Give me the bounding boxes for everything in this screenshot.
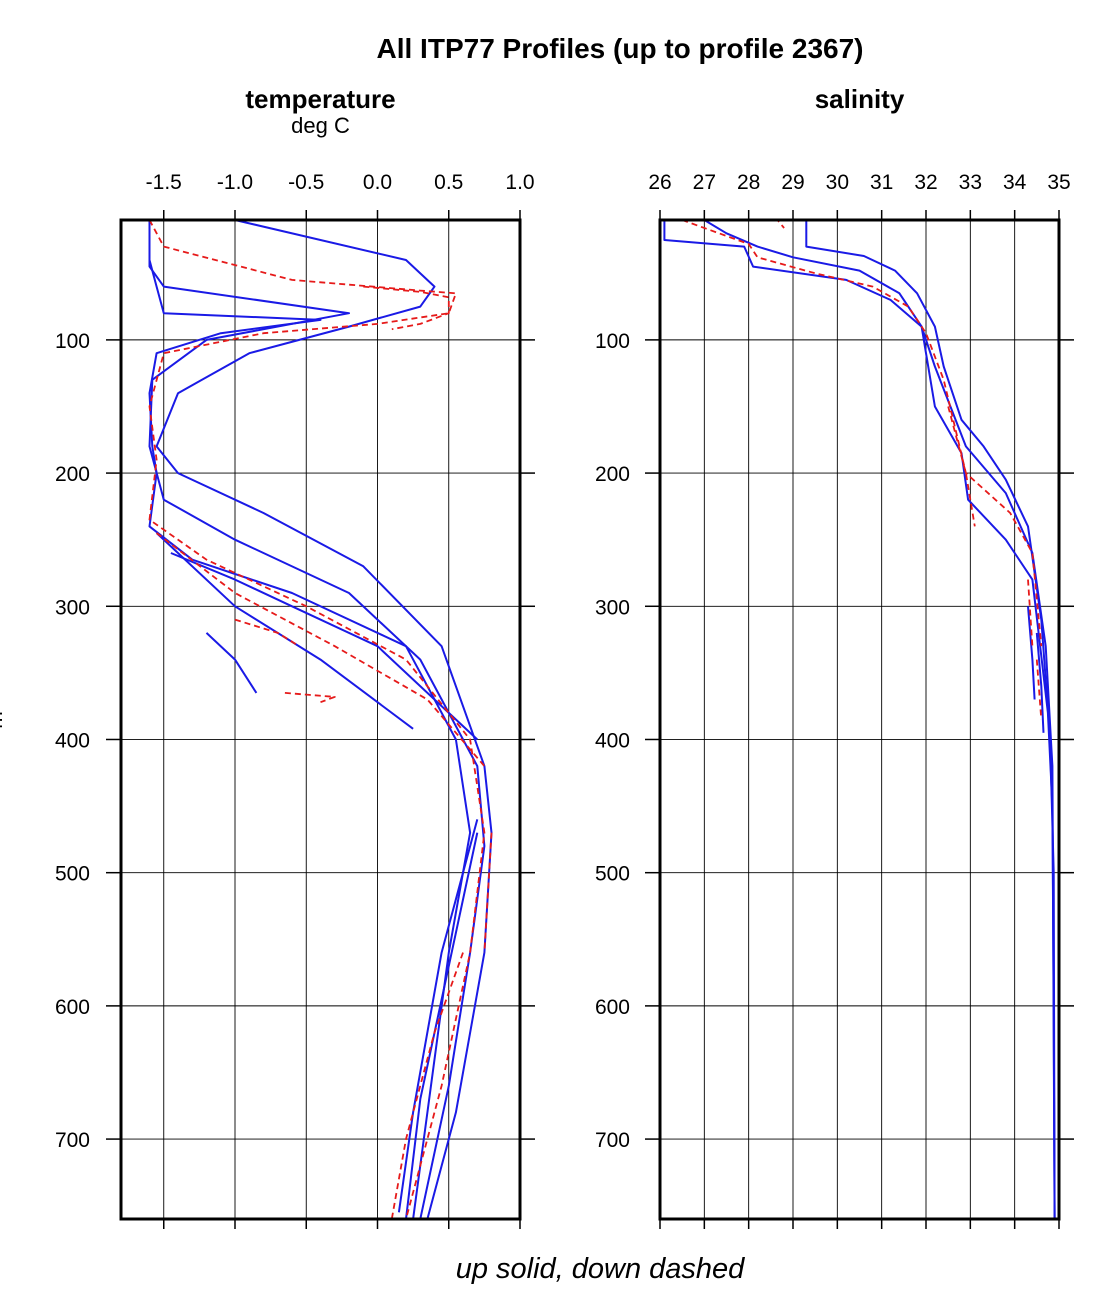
y-axis-label: m xyxy=(0,711,7,729)
salinity-down-profile-line xyxy=(681,220,1043,647)
figure-caption: up solid, down dashed xyxy=(456,1253,745,1285)
salinity-x-tick-label: 29 xyxy=(781,171,804,194)
temperature-down-profile-line xyxy=(234,618,300,647)
temperature-y-tick-label: 400 xyxy=(55,729,90,752)
temperature-y-tick-label: 200 xyxy=(55,463,90,486)
temperature-up-profile-line xyxy=(397,819,479,1213)
temperature-x-tick-label: 0.5 xyxy=(434,171,463,194)
salinity-up-profile-line xyxy=(805,220,1056,1219)
temperature-y-tick-label: 500 xyxy=(55,863,90,886)
salinity-y-tick-label: 700 xyxy=(595,1129,630,1152)
temperature-up-profile-line xyxy=(170,552,478,741)
temperature-down-profile-line xyxy=(284,692,336,704)
salinity-down-profile-line xyxy=(1027,579,1034,647)
salinity-x-tick-label: 33 xyxy=(959,171,982,194)
temperature-y-tick-label: 100 xyxy=(55,330,90,353)
temperature-y-tick-label: 300 xyxy=(55,596,90,619)
temperature-up-profile-line xyxy=(405,832,479,1219)
salinity-x-tick-label: 31 xyxy=(870,171,893,194)
salinity-x-tick-label: 35 xyxy=(1047,171,1070,194)
temperature-x-tick-label: -0.5 xyxy=(288,171,324,194)
salinity-x-tick-label: 26 xyxy=(648,171,671,194)
salinity-down-profile-line xyxy=(1035,659,1043,720)
temperature-units-label: deg C xyxy=(291,113,350,138)
salinity-panel: salinity 26 27 28 29 30 31 32 33 34 35 100 200 300 400… xyxy=(595,84,1074,1229)
figure-title: All ITP77 Profiles (up to profile 2367) xyxy=(377,33,864,64)
salinity-y-tick-label: 600 xyxy=(595,996,630,1019)
temperature-up-profile-line xyxy=(155,220,493,1219)
temperature-down-profile-line xyxy=(363,285,450,331)
temperature-plot-frame xyxy=(119,218,522,1221)
salinity-panel-title: salinity xyxy=(815,84,905,114)
salinity-up-profile-line xyxy=(663,220,1056,1219)
temperature-x-tick-label: -1.5 xyxy=(146,171,182,194)
salinity-up-profile-line xyxy=(1035,632,1045,733)
salinity-up-profile-line xyxy=(703,220,1056,1219)
temperature-y-tick-label: 600 xyxy=(55,996,90,1019)
salinity-y-tick-label: 100 xyxy=(595,330,630,353)
salinity-x-tick-label: 28 xyxy=(737,171,760,194)
temperature-x-tick-label: 1.0 xyxy=(505,171,534,194)
temperature-x-tick-label: 0.0 xyxy=(363,171,392,194)
salinity-down-profile-line xyxy=(947,406,976,527)
salinity-y-tick-label: 200 xyxy=(595,463,630,486)
salinity-y-tick-label: 400 xyxy=(595,729,630,752)
salinity-up-profile-line xyxy=(1027,606,1036,700)
salinity-x-tick-label: 32 xyxy=(914,171,937,194)
salinity-x-tick-label: 30 xyxy=(826,171,849,194)
temperature-y-tick-label: 700 xyxy=(55,1129,90,1152)
salinity-x-tick-label: 27 xyxy=(693,171,716,194)
salinity-y-tick-label: 500 xyxy=(595,863,630,886)
temperature-up-profile-line xyxy=(205,632,258,694)
salinity-x-tick-label: 34 xyxy=(1003,171,1027,194)
temperature-down-profile-line xyxy=(483,832,493,953)
salinity-down-profile-line xyxy=(776,220,785,229)
temperature-up-profile-line xyxy=(148,220,472,1219)
temperature-panel-title: temperature xyxy=(245,84,395,114)
temperature-down-profile-line xyxy=(390,952,464,1219)
temperature-x-tick-label: -1.0 xyxy=(217,171,253,194)
temperature-down-profile-line xyxy=(156,532,486,767)
salinity-plot-frame xyxy=(658,218,1061,1221)
salinity-y-tick-label: 300 xyxy=(595,596,630,619)
